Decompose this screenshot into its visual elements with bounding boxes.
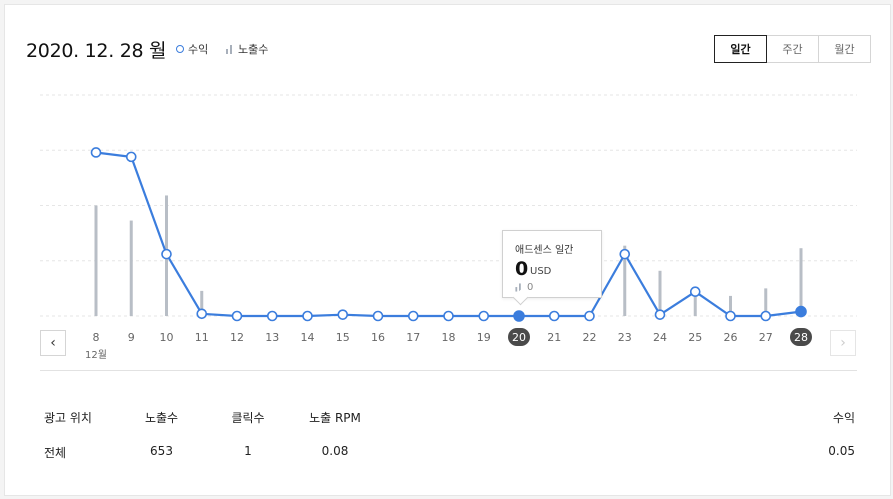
revenue-point (231, 310, 243, 322)
cell-revenue: 0.05 (828, 444, 855, 458)
revenue-point (619, 248, 631, 260)
page-title: 2020. 12. 28 월 (26, 40, 167, 62)
revenue-point (584, 310, 595, 322)
legend-revenue: 수익 (176, 41, 208, 57)
x-tick-label: 8 (93, 331, 100, 344)
x-tick-label: 15 (336, 331, 350, 344)
next-page-button[interactable]: › (830, 330, 856, 356)
x-tick-label: 24 (653, 331, 667, 344)
impression-bar (729, 295, 732, 316)
selected-day-marker (508, 328, 530, 346)
tooltip-impressions: 0 (515, 282, 533, 293)
revenue-point (407, 310, 419, 322)
revenue-point (760, 310, 772, 322)
previous-page-button[interactable]: ‹ (40, 330, 66, 356)
x-tick-label: 23 (618, 331, 632, 344)
cell-impressions: 653 (150, 444, 173, 458)
x-tick-label: 22 (583, 331, 597, 344)
impression-bar (200, 290, 204, 316)
tooltip-impressions-value: 0 (527, 282, 534, 293)
impression-bar (623, 245, 627, 316)
bar-chart-icon (515, 283, 522, 292)
col-header-rpm: 노출 RPM (309, 411, 361, 425)
col-header-impressions: 노출수 (144, 411, 179, 425)
impression-bar (693, 288, 697, 316)
revenue-point (337, 309, 349, 320)
revenue-point (654, 309, 666, 320)
col-header-position: 광고 위치 (44, 411, 92, 425)
revenue-point (302, 310, 313, 322)
period-daily-button[interactable]: 일간 (714, 35, 767, 63)
x-tick-label: 11 (195, 331, 209, 344)
x-tick-label: 14 (301, 331, 315, 344)
month-label: 12월 (85, 349, 107, 361)
legend-revenue-label: 수익 (188, 43, 209, 56)
revenue-point (372, 310, 384, 322)
revenue-point (478, 310, 490, 322)
adsense-daily-card (4, 4, 891, 496)
legend-impressions: 노출수 (226, 41, 268, 57)
x-tick-label: 16 (371, 331, 385, 344)
revenue-point (548, 310, 560, 322)
tooltip-title: 애드센스 일간 (515, 245, 574, 256)
revenue-impressions-chart: 8 9 10 11 12 13 14 15 16 17 18 19 20 21 22 23 24 25 26 27 28… (40, 94, 857, 361)
tooltip-revenue-value: 0 (515, 258, 529, 280)
revenue-point (161, 248, 172, 260)
impression-bar (658, 270, 662, 316)
x-tick-label: 18 (442, 331, 456, 344)
x-tick-label: 19 (477, 331, 491, 344)
impression-bar (129, 220, 133, 316)
revenue-point (125, 151, 137, 163)
impression-bar (799, 248, 803, 316)
revenue-point (443, 310, 454, 322)
x-tick-label: 20 (512, 331, 526, 344)
selected-day-marker (790, 328, 812, 346)
revenue-point (266, 310, 278, 322)
tooltip-currency: USD (530, 266, 552, 277)
cell-position: 전체 (44, 446, 67, 460)
impression-bar (764, 288, 768, 316)
revenue-point (513, 310, 525, 322)
chart-tooltip: 애드센스 일간 0 USD 0 (502, 230, 602, 298)
period-monthly-button[interactable]: 월간 (818, 35, 871, 63)
revenue-point (90, 147, 102, 158)
cell-clicks: 1 (244, 444, 252, 458)
revenue-point (795, 305, 807, 318)
x-tick-label: 21 (547, 331, 561, 344)
revenue-point (725, 310, 736, 322)
x-tick-label: 25 (688, 331, 702, 344)
legend-impressions-label: 노출수 (238, 43, 269, 56)
x-tick-label: 28 (794, 331, 808, 344)
revenue-point (196, 308, 208, 320)
x-tick-label: 26 (724, 331, 738, 344)
col-header-revenue: 수익 (832, 411, 855, 425)
divider (40, 370, 857, 371)
col-header-clicks: 클릭수 (231, 411, 265, 425)
period-toggle: 일간 주간 월간 (714, 35, 871, 63)
x-tick-label: 9 (128, 331, 135, 344)
impression-bar (94, 205, 98, 316)
bar-chart-icon (226, 44, 234, 54)
x-tick-label: 17 (406, 331, 420, 344)
line-marker-icon (176, 45, 184, 53)
x-tick-label: 10 (160, 331, 174, 344)
x-tick-label: 27 (759, 331, 773, 344)
x-tick-label: 12 (230, 331, 244, 344)
x-tick-label: 13 (265, 331, 279, 344)
cell-rpm: 0.08 (321, 444, 349, 458)
revenue-point (689, 286, 701, 297)
